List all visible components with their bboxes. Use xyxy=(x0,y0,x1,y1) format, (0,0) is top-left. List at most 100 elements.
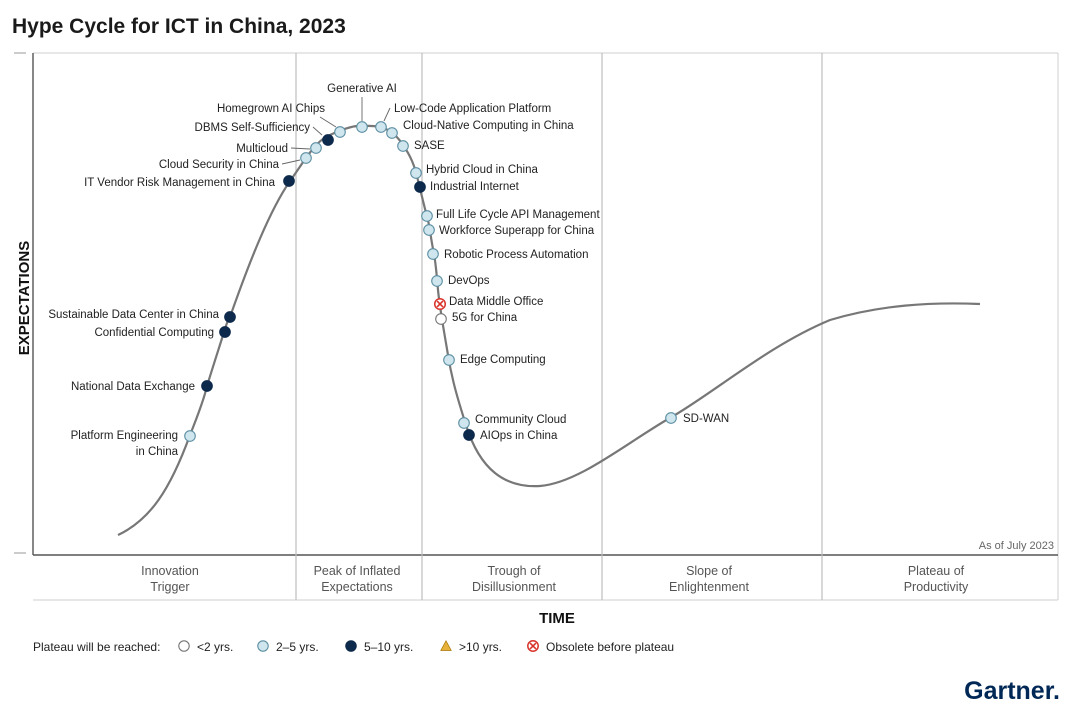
marker-2to5 xyxy=(397,140,409,152)
marker-gt10 xyxy=(440,639,452,651)
phase-label-line2: Productivity xyxy=(904,580,969,594)
data-point: AIOps in China xyxy=(463,429,558,442)
legend-label: >10 yrs. xyxy=(459,640,502,654)
point-label: Low-Code Application Platform xyxy=(394,103,551,115)
marker-lt2 xyxy=(435,313,447,325)
phase-label-line2: Enlightenment xyxy=(669,580,749,594)
chart-title: Hype Cycle for ICT in China, 2023 xyxy=(12,15,346,38)
point-label: Confidential Computing xyxy=(94,327,214,339)
marker-2to5 xyxy=(423,224,435,236)
point-label: Generative AI xyxy=(327,83,397,95)
marker-2to5 xyxy=(458,417,470,429)
legend-label: 2–5 yrs. xyxy=(276,640,319,654)
data-point: Community Cloud xyxy=(458,414,566,429)
leader-line xyxy=(319,116,337,128)
legend-item-2to5: 2–5 yrs. xyxy=(257,640,319,654)
point-label: Edge Computing xyxy=(460,354,546,366)
point-label: Cloud Security in China xyxy=(159,159,280,171)
data-point: SD-WAN xyxy=(665,412,729,425)
marker-2to5 xyxy=(334,126,346,138)
phase-label-line2: Disillusionment xyxy=(472,580,557,594)
data-point: DevOps xyxy=(431,275,490,287)
data-point: Hybrid Cloud in China xyxy=(410,164,538,179)
point-label: Full Life Cycle API Management xyxy=(436,209,600,221)
marker-2to5 xyxy=(310,142,322,154)
legend-label: <2 yrs. xyxy=(197,640,233,654)
marker-2to5 xyxy=(427,248,439,260)
legend-item-gt10: >10 yrs. xyxy=(440,639,502,654)
data-point: Sustainable Data Center in China xyxy=(48,309,236,323)
marker-2to5 xyxy=(443,354,455,366)
data-point: Industrial Internet xyxy=(414,181,520,193)
marker-lt2 xyxy=(178,640,190,652)
point-label: SD-WAN xyxy=(683,413,729,425)
marker-2to5 xyxy=(300,152,312,164)
leader-line xyxy=(312,126,323,136)
marker-2to5 xyxy=(184,430,196,442)
point-label: Data Middle Office xyxy=(449,296,543,308)
point-label: Hybrid Cloud in China xyxy=(426,164,538,176)
point-label: Cloud-Native Computing in China xyxy=(403,120,574,132)
marker-2to5 xyxy=(431,275,443,287)
point-label: Community Cloud xyxy=(475,414,566,426)
point-label: Platform Engineering xyxy=(71,430,178,442)
point-label-line2: in China xyxy=(136,446,179,458)
point-label: Multicloud xyxy=(236,143,288,155)
marker-2to5 xyxy=(375,121,387,133)
legend-label: 5–10 yrs. xyxy=(364,640,413,654)
phase-label-line2: Trigger xyxy=(150,580,189,594)
phase-label-line1: Slope of xyxy=(686,564,732,578)
data-point: Robotic Process Automation xyxy=(427,248,588,261)
point-label: Workforce Superapp for China xyxy=(439,225,595,237)
x-axis-title: TIME xyxy=(539,610,575,627)
phase-label-line1: Trough of xyxy=(487,564,541,578)
legend-item-lt2: <2 yrs. xyxy=(178,640,233,654)
data-point: DBMS Self-Sufficiency xyxy=(195,122,334,146)
data-point: Low-Code Application Platform xyxy=(375,103,551,133)
data-point: Generative AI xyxy=(327,83,397,133)
point-label: Robotic Process Automation xyxy=(444,249,588,261)
marker-5to10 xyxy=(224,311,236,323)
phase-dividers xyxy=(295,53,823,600)
data-point: IT Vendor Risk Management in China xyxy=(84,175,295,189)
phase-labels: Innovation Trigger Peak of Inflated Expecta… xyxy=(141,564,969,594)
data-point: SASE xyxy=(397,140,445,152)
point-label: National Data Exchange xyxy=(71,381,195,393)
marker-2to5 xyxy=(386,127,398,139)
point-label: SASE xyxy=(414,140,445,152)
marker-2to5 xyxy=(410,167,422,179)
marker-5to10 xyxy=(345,640,357,652)
data-point: Data Middle Office xyxy=(433,296,543,311)
marker-2to5 xyxy=(257,640,269,652)
data-point: National Data Exchange xyxy=(71,380,213,393)
legend-item-5to10: 5–10 yrs. xyxy=(345,640,413,654)
marker-5to10 xyxy=(414,181,426,193)
legend-label: Obsolete before plateau xyxy=(546,640,674,654)
phase-label-line2: Expectations xyxy=(321,580,393,594)
data-point: Full Life Cycle API Management xyxy=(421,209,600,222)
point-label: 5G for China xyxy=(452,312,518,324)
leader-line xyxy=(281,159,301,165)
data-point: Confidential Computing xyxy=(94,326,231,339)
data-point: 5G for China xyxy=(435,312,518,325)
as-of-note: As of July 2023 xyxy=(979,540,1054,552)
point-label: Industrial Internet xyxy=(430,181,520,193)
legend-item-obsolete: Obsolete before plateau xyxy=(527,640,674,654)
data-points: Platform Engineering in China National Dat… xyxy=(48,83,729,458)
phase-label-line1: Plateau of xyxy=(908,564,965,578)
plot-frame xyxy=(14,52,1059,601)
legend-title: Plateau will be reached: xyxy=(33,640,160,654)
marker-2to5 xyxy=(665,412,677,424)
point-label: DBMS Self-Sufficiency xyxy=(195,122,311,134)
data-point: Multicloud xyxy=(236,142,322,155)
point-label: Homegrown AI Chips xyxy=(217,103,325,115)
marker-5to10 xyxy=(219,326,231,338)
phase-label-line1: Innovation xyxy=(141,564,199,578)
legend: Plateau will be reached: <2 yrs. 2–5 yrs. 5… xyxy=(33,639,674,654)
y-axis-title: EXPECTATIONS xyxy=(16,241,33,355)
leader-line xyxy=(383,107,391,122)
marker-5to10 xyxy=(463,429,475,441)
data-point: Homegrown AI Chips xyxy=(217,103,346,138)
leader-line xyxy=(290,147,311,150)
